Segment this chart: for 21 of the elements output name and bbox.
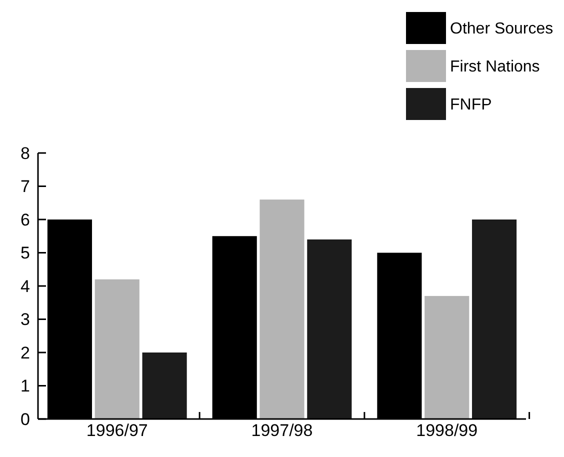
y-tick-label: 6	[20, 210, 30, 230]
bar	[424, 296, 470, 419]
bar	[94, 279, 140, 419]
y-tick-label: 5	[20, 244, 30, 263]
legend-label: First Nations	[450, 58, 540, 76]
y-tick-label: 2	[20, 343, 30, 362]
y-tick-label: 7	[20, 177, 30, 196]
legend-label: FNFP	[450, 96, 492, 114]
bar	[142, 352, 187, 419]
bar	[472, 220, 517, 419]
x-tick-label: 1997/98	[251, 421, 313, 440]
y-tick-label: 0	[20, 410, 30, 429]
y-tick-label: 4	[20, 276, 30, 296]
y-tick-label: 3	[20, 310, 30, 330]
legend-label: Other Sources	[450, 20, 554, 38]
bar	[307, 239, 352, 419]
x-tick-label: 1996/97	[86, 421, 148, 440]
y-tick-label: 1	[20, 376, 30, 396]
bar	[260, 200, 304, 419]
y-tick-label: 8	[20, 144, 30, 163]
x-tick-label: 1998/99	[416, 421, 478, 440]
